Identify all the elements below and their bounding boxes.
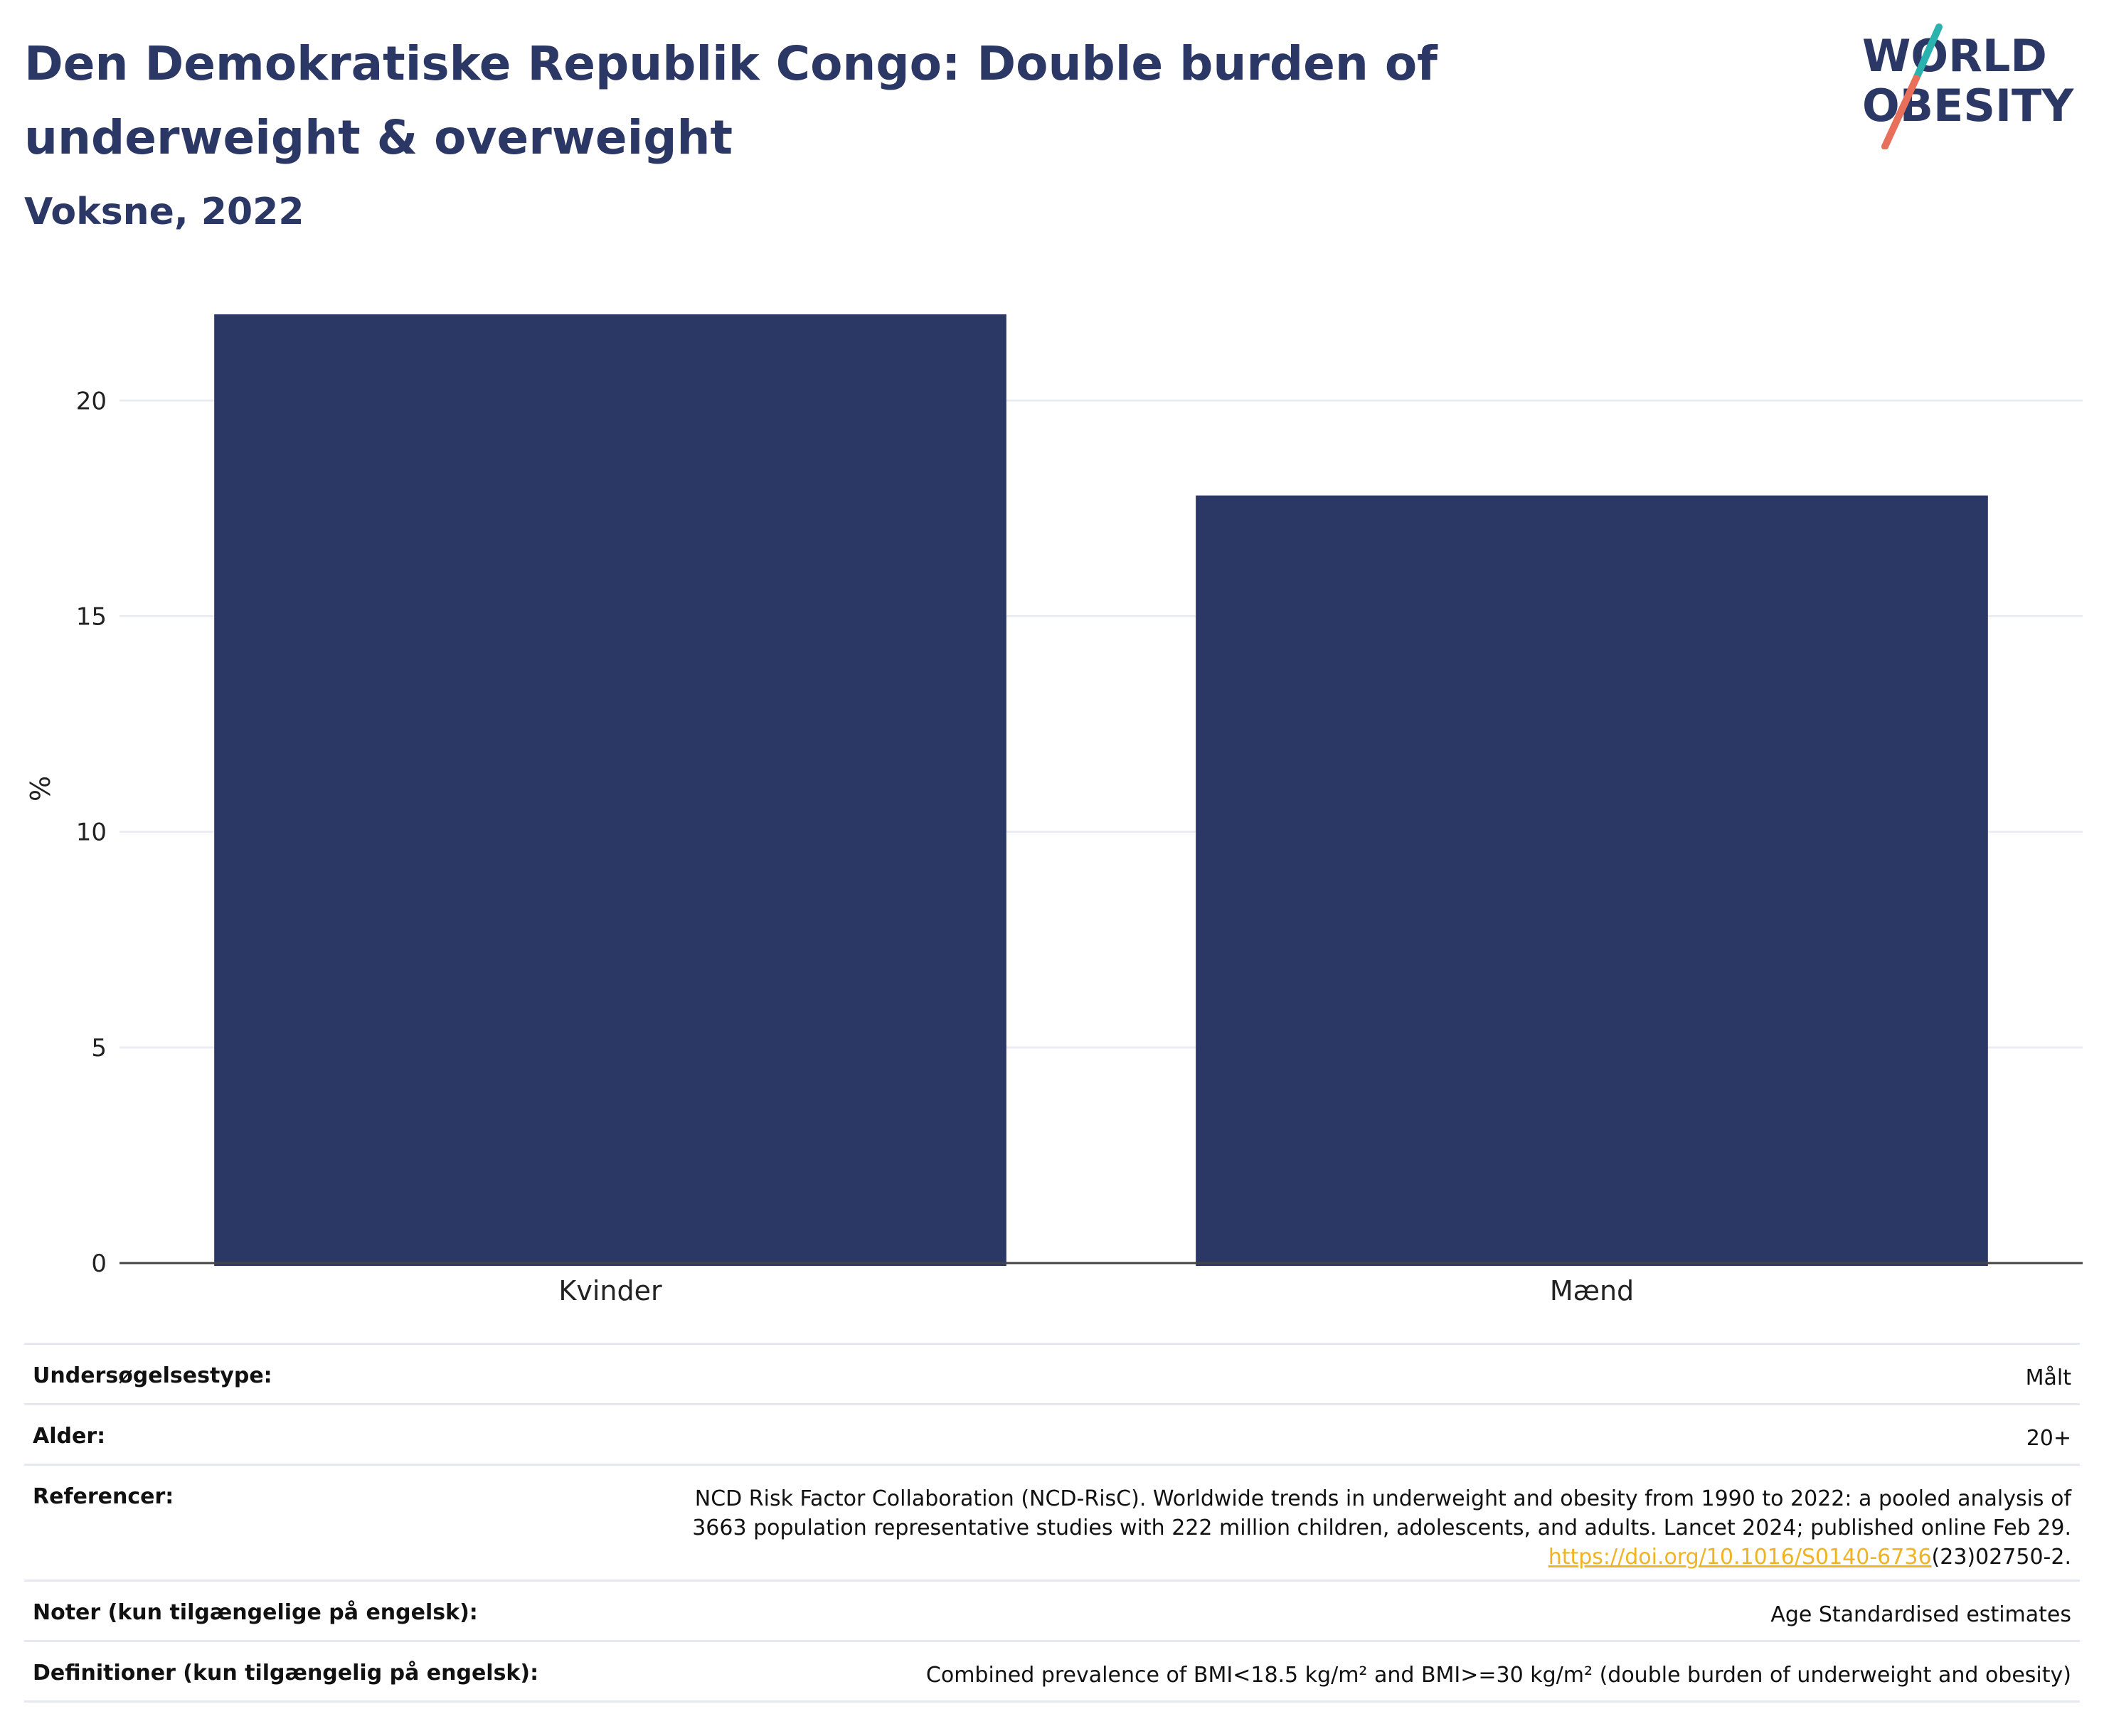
logo-line1: WORLD	[1862, 30, 2047, 82]
doi-link[interactable]: https://doi.org/10.1016/S0140-6736	[1548, 1545, 1932, 1570]
meta-value: Combined prevalence of BMI<18.5 kg/m² an…	[584, 1640, 2080, 1703]
y-tick-label: 5	[91, 1034, 107, 1063]
reference-line-3: https://doi.org/10.1016/S0140-6736(23)02…	[593, 1543, 2071, 1572]
meta-key: Referencer:	[24, 1464, 585, 1581]
chart-subtitle: Voksne, 2022	[24, 191, 304, 233]
meta-key: Definitioner (kun tilgængelig på engelsk…	[24, 1640, 585, 1703]
x-tick-label: Mænd	[1550, 1275, 1634, 1306]
y-tick-label: 15	[76, 602, 107, 631]
meta-value: 20+	[584, 1403, 2080, 1465]
meta-value: NCD Risk Factor Collaboration (NCD-RisC)…	[584, 1464, 2080, 1581]
y-tick-label: 10	[76, 819, 107, 847]
bar-chart: 0 5 10 15 20 Kvinder Mænd%	[25, 314, 2083, 1306]
y-axis-label: %	[25, 776, 56, 802]
y-tick-label: 0	[91, 1250, 107, 1278]
x-tick-label: Kvinder	[558, 1275, 662, 1306]
meta-key: Noter (kun tilgængelige på engelsk):	[24, 1580, 585, 1641]
bar-mænd	[1196, 495, 1988, 1266]
metadata-table: Undersøgelsestype: Målt Alder: 20+ Refer…	[24, 1343, 2080, 1703]
y-tick-label: 20	[76, 387, 107, 415]
meta-value: Målt	[584, 1343, 2080, 1405]
meta-row-survey-type: Undersøgelsestype: Målt	[24, 1343, 2080, 1405]
meta-row-age: Alder: 20+	[24, 1403, 2080, 1465]
bar-kvinder	[214, 314, 1006, 1266]
doi-suffix: (23)02750-2.	[1931, 1545, 2071, 1570]
meta-row-references: Referencer: NCD Risk Factor Collaboratio…	[24, 1464, 2080, 1581]
reference-line-2: 3663 population representative studies w…	[692, 1516, 2071, 1540]
logo-accent-teal	[1913, 23, 1943, 82]
meta-row-notes: Noter (kun tilgængelige på engelsk): Age…	[24, 1580, 2080, 1641]
reference-line-1: NCD Risk Factor Collaboration (NCD-RisC)…	[694, 1486, 2071, 1511]
meta-key: Undersøgelsestype:	[24, 1343, 585, 1405]
meta-key: Alder:	[24, 1403, 585, 1465]
world-obesity-logo: WORLD OBESITY	[1862, 23, 2074, 149]
meta-row-definitions: Definitioner (kun tilgængelig på engelsk…	[24, 1640, 2080, 1703]
logo-accent-coral	[1881, 75, 1920, 149]
chart-title: Den Demokratiske Republik Congo: Double …	[24, 36, 1438, 165]
meta-value: Age Standardised estimates	[584, 1580, 2080, 1641]
